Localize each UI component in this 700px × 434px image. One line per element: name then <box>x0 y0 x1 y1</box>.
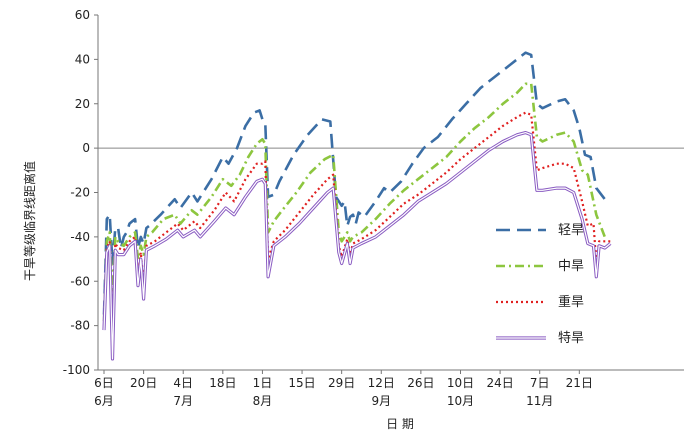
x-tick-label-day: 12日 <box>368 376 395 390</box>
series-layer <box>102 51 612 361</box>
x-tick-label-day: 24日 <box>486 376 513 390</box>
x-tick-label-month: 6月 <box>94 394 114 408</box>
x-tick-label-day: 21日 <box>566 376 593 390</box>
axis-layer: 60 40 20 0 -20 -40 -60 -80 -100 6日 6月 20日 4日 7月 18日 1日 8… <box>63 8 684 408</box>
series-line-inner <box>103 132 611 360</box>
y-tick-label: 60 <box>75 8 90 22</box>
series-2 <box>102 82 607 322</box>
legend-item: 轻旱 <box>496 223 584 238</box>
x-tick-label-day: 6日 <box>94 376 114 390</box>
x-tick-label-day: 26日 <box>407 376 434 390</box>
x-tick-label-month: 8月 <box>253 394 273 408</box>
y-tick-label: -20 <box>70 186 90 200</box>
x-tick-label-day: 29日 <box>328 376 355 390</box>
x-tick-label-day: 10日 <box>447 376 474 390</box>
legend-label: 特旱 <box>558 331 584 346</box>
series-4 <box>102 131 612 361</box>
legend-label: 轻旱 <box>558 223 584 238</box>
x-tick-label-day: 15日 <box>288 376 315 390</box>
legend-label: 重旱 <box>558 294 584 310</box>
legend-label: 中旱 <box>558 259 584 274</box>
y-axis-label: 干旱等级临界线距离值 <box>22 161 37 281</box>
x-tick-label-month: 7月 <box>173 394 193 408</box>
x-tick-label-day: 4日 <box>173 376 193 390</box>
legend-item: 特旱 <box>496 331 584 346</box>
y-tick-label: -100 <box>63 363 90 377</box>
x-tick-label-day: 20日 <box>130 376 157 390</box>
y-tick-label: 40 <box>75 52 90 66</box>
x-tick-label-month: 11月 <box>526 394 553 408</box>
y-tick-label: 20 <box>75 97 90 111</box>
y-tick-label: 0 <box>82 141 90 155</box>
legend-item: 中旱 <box>496 259 584 274</box>
legend-item: 重旱 <box>496 294 584 310</box>
x-tick-label-day: 18日 <box>209 376 236 390</box>
x-tick-label-month: 10月 <box>447 394 474 408</box>
x-axis-label: 日 期 <box>386 417 414 431</box>
series-1 <box>102 51 611 315</box>
y-tick-label: -40 <box>70 230 90 244</box>
y-tick-label: -80 <box>70 319 90 333</box>
x-tick-label-month: 9月 <box>371 394 391 408</box>
series-line <box>102 82 607 322</box>
x-tick-label-day: 7日 <box>530 376 550 390</box>
y-tick-label: -60 <box>70 274 90 288</box>
x-tick-label-day: 1日 <box>253 376 273 390</box>
series-line <box>102 51 611 315</box>
